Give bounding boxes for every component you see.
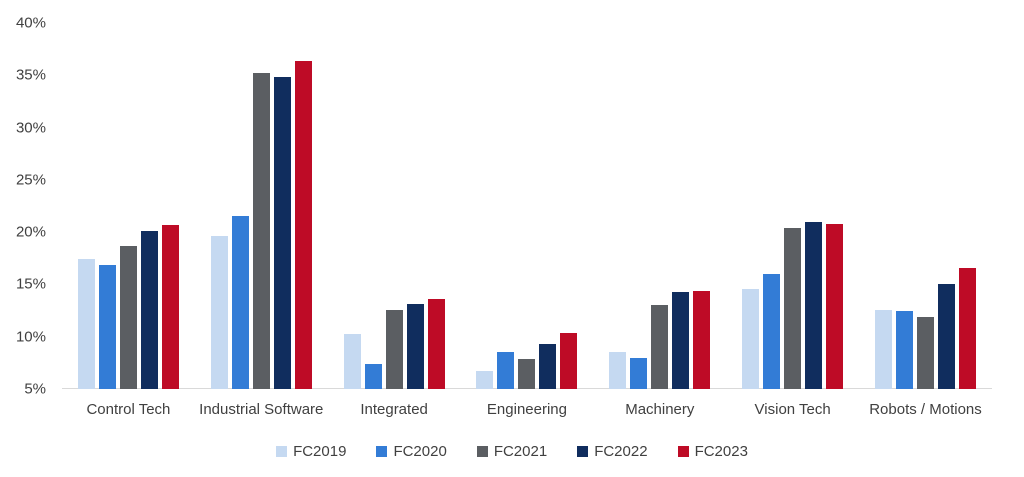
legend-item-fc2023: FC2023 [677, 443, 748, 460]
bar-FC2020-industrial-software [231, 216, 249, 389]
legend-label: FC2019 [293, 443, 347, 460]
legend-item-fc2020: FC2020 [376, 443, 447, 460]
bar-FC2020-robots-motions [895, 310, 913, 389]
bar-FC2021-industrial-software [252, 73, 270, 389]
bar-FC2022-vision-tech [805, 221, 823, 389]
plot-area: Control Tech Industrial Software Integrate… [62, 23, 992, 418]
bar-group: Vision Tech [742, 23, 844, 418]
legend-item-fc2022: FC2022 [577, 443, 648, 460]
y-axis-tick-label: 20% [15, 223, 46, 241]
bar-FC2023-vision-tech [826, 223, 844, 389]
category-label: Engineering [486, 401, 567, 418]
bar-group: Engineering [476, 23, 578, 418]
category-label: Vision Tech [754, 401, 831, 418]
bar-FC2020-machinery [630, 357, 648, 389]
legend-swatch-icon [276, 446, 288, 457]
bar-FC2023-engineering [560, 332, 578, 389]
bar-FC2021-vision-tech [784, 227, 802, 389]
bar-FC2019-vision-tech [742, 288, 760, 389]
bar-FC2023-integrated [427, 299, 445, 389]
legend-label: FC2022 [594, 443, 648, 460]
bar-FC2019-integrated [343, 333, 361, 389]
bar-group: Machinery [609, 23, 711, 418]
category-label: Machinery [625, 401, 695, 418]
bar-FC2022-integrated [406, 304, 424, 389]
legend-swatch-icon [476, 446, 488, 457]
bar-FC2019-robots-motions [874, 309, 892, 389]
bar-FC2022-engineering [539, 344, 557, 389]
category-label: Robots / Motions [869, 401, 982, 418]
bar-FC2023-control-tech [161, 224, 179, 389]
legend-swatch-icon [376, 446, 388, 457]
legend-label: FC2020 [393, 443, 447, 460]
bar-FC2023-robots-motions [958, 267, 976, 389]
y-axis-tick-label: 15% [15, 275, 46, 293]
y-axis-tick-label: 10% [15, 328, 46, 346]
y-axis-tick-label: 25% [15, 171, 46, 189]
legend-item-fc2021: FC2021 [476, 443, 548, 460]
y-axis-tick-label: 35% [15, 66, 46, 84]
y-axis-tick-label: 40% [15, 14, 46, 32]
y-axis-tick-label: 30% [15, 119, 46, 137]
bar-FC2022-robots-motions [937, 284, 955, 389]
bar-FC2020-integrated [364, 363, 382, 389]
bar-FC2020-vision-tech [763, 273, 781, 389]
legend-swatch-icon [577, 446, 589, 457]
category-label: Industrial Software [199, 401, 324, 418]
y-axis: 40% 35% 30% 25% 20% 15% 10% 5% [0, 15, 52, 398]
bar-FC2021-control-tech [119, 245, 137, 389]
bar-group: Integrated [343, 23, 445, 418]
bar-FC2023-machinery [693, 290, 711, 389]
bar-group: Industrial Software [199, 23, 323, 418]
bar-FC2021-integrated [385, 309, 403, 389]
bar-FC2021-engineering [518, 358, 536, 389]
bar-FC2019-machinery [609, 352, 627, 389]
bar-group: Control Tech [77, 23, 179, 418]
legend-item-fc2019: FC2019 [276, 443, 346, 460]
category-label: Control Tech [86, 401, 171, 418]
bar-FC2023-industrial-software [294, 60, 312, 389]
y-axis-tick-label: 5% [24, 380, 46, 398]
bar-FC2019-control-tech [77, 259, 95, 389]
bar-FC2021-machinery [651, 305, 669, 389]
bar-FC2019-engineering [476, 371, 494, 389]
category-label: Integrated [360, 401, 428, 418]
legend-swatch-icon [677, 446, 689, 457]
legend: FC2019 FC2020 FC2021 FC2022 FC2023 [0, 443, 1024, 460]
bar-FC2022-control-tech [140, 231, 158, 389]
legend-label: FC2021 [493, 443, 548, 460]
bar-FC2020-engineering [497, 352, 515, 389]
bar-FC2022-industrial-software [273, 77, 291, 389]
bar-FC2022-machinery [672, 291, 690, 389]
bar-group: Robots / Motions [869, 23, 982, 418]
bar-FC2019-industrial-software [210, 236, 228, 389]
legend-label: FC2023 [694, 443, 748, 460]
bar-FC2020-control-tech [98, 264, 116, 389]
bar-FC2021-robots-motions [916, 316, 934, 389]
